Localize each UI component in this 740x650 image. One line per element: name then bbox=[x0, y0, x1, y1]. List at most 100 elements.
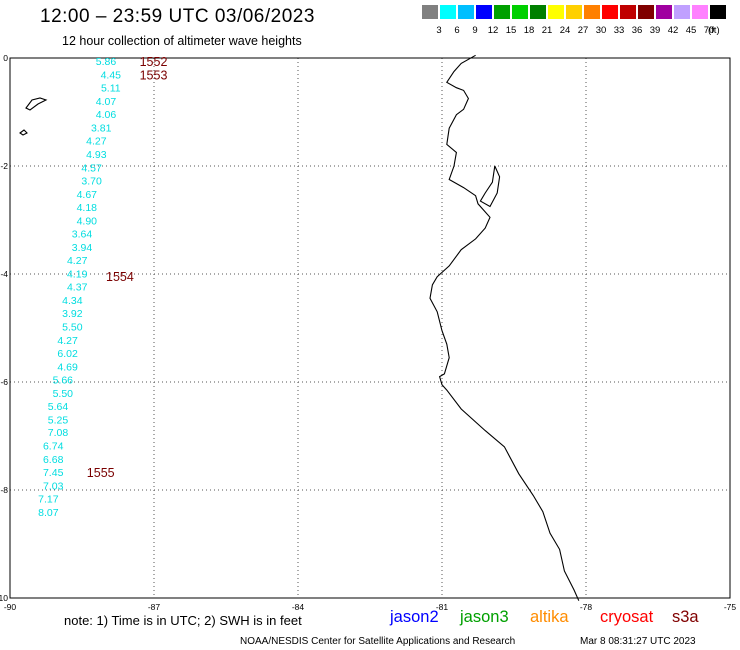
satellite-s3a: s3a bbox=[672, 608, 699, 626]
y-tick-label: -8 bbox=[0, 485, 8, 495]
legend-level: 42 bbox=[667, 25, 679, 36]
wave-height-label: 4.27 bbox=[57, 335, 78, 347]
legend-level: 3 bbox=[436, 25, 442, 36]
satellite-altika: altika bbox=[530, 608, 569, 626]
y-tick-label: -6 bbox=[0, 377, 8, 387]
x-tick-label: -81 bbox=[436, 602, 449, 610]
legend-level: 9 bbox=[472, 25, 478, 36]
legend-swatch bbox=[566, 5, 582, 19]
legend-level: 70 bbox=[703, 25, 715, 36]
legend-swatch bbox=[530, 5, 546, 19]
generation-date: Mar 8 08:31:27 UTC 2023 bbox=[580, 636, 696, 647]
map-subtitle: 12 hour collection of altimeter wave hei… bbox=[62, 34, 302, 48]
wave-height-label: 5.25 bbox=[48, 414, 69, 426]
legend-level: 27 bbox=[577, 25, 589, 36]
legend-swatch bbox=[584, 5, 600, 19]
x-tick-label: -87 bbox=[148, 602, 161, 610]
legend-level: 15 bbox=[505, 25, 517, 36]
wave-height-label: 8.07 bbox=[38, 507, 59, 519]
wave-height-label: 5.11 bbox=[101, 83, 121, 95]
wave-height-label: 4.90 bbox=[77, 216, 98, 228]
south-america-coastline bbox=[429, 54, 580, 601]
map-title: 12:00 – 23:59 UTC 03/06/2023 bbox=[40, 6, 315, 27]
floreana-island bbox=[19, 129, 28, 136]
x-tick-label: -90 bbox=[4, 602, 17, 610]
wave-height-label: 4.69 bbox=[57, 361, 78, 373]
legend-swatch bbox=[476, 5, 492, 19]
wave-height-label: 4.34 bbox=[62, 295, 83, 307]
y-tick-label: -10 bbox=[0, 593, 8, 603]
legend-level: 12 bbox=[487, 25, 499, 36]
x-tick-label: -84 bbox=[292, 602, 305, 610]
legend-unit: (ft) bbox=[708, 25, 720, 36]
legend-level: 33 bbox=[613, 25, 625, 36]
wave-height-label: 4.19 bbox=[67, 268, 88, 280]
y-tick-label: -4 bbox=[0, 269, 8, 279]
legend-level: 24 bbox=[559, 25, 571, 36]
wave-height-label: 4.07 bbox=[96, 96, 117, 108]
wave-height-label: 7.03 bbox=[43, 481, 64, 493]
legend-level: 21 bbox=[541, 25, 553, 36]
legend-swatch bbox=[548, 5, 564, 19]
puna-island bbox=[479, 165, 501, 208]
legend-swatch bbox=[656, 5, 672, 19]
legend-level: 6 bbox=[454, 25, 460, 36]
wave-height-label: 3.94 bbox=[72, 242, 93, 254]
wave-height-label: 6.68 bbox=[43, 454, 64, 466]
isabela-island bbox=[25, 97, 48, 111]
pass-time-label: 1552 bbox=[140, 55, 168, 69]
wave-height-label: 4.67 bbox=[77, 189, 98, 201]
legend-swatch bbox=[440, 5, 456, 19]
legend-swatch bbox=[458, 5, 474, 19]
wave-height-label: 4.37 bbox=[67, 281, 88, 293]
map-frame bbox=[9, 57, 731, 599]
legend-swatch bbox=[494, 5, 510, 19]
legend-level: 30 bbox=[595, 25, 607, 36]
legend-swatch bbox=[620, 5, 636, 19]
wave-height-map: -90-87-84-81-78-750-2-4-6-8-10 5.864.455… bbox=[0, 53, 736, 610]
legend-level: 36 bbox=[631, 25, 643, 36]
satellite-cryosat: cryosat bbox=[600, 608, 654, 626]
wave-height-label: 4.06 bbox=[96, 109, 117, 121]
satellite-jason3: jason3 bbox=[460, 608, 509, 626]
legend-swatch bbox=[692, 5, 708, 19]
axis-ticks: -90 -87 -84 -81 -78 -75 0 -2 -4 -6 -8 -10 bbox=[0, 53, 736, 610]
legend-level: 18 bbox=[523, 25, 535, 36]
x-tick-label: -78 bbox=[580, 602, 593, 610]
wave-height-label: 5.50 bbox=[53, 388, 74, 400]
lat-lon-grid bbox=[10, 58, 730, 598]
wave-height-track: 5.864.455.114.074.063.814.274.934.573.70… bbox=[38, 56, 121, 519]
wave-height-label: 5.66 bbox=[53, 374, 74, 386]
wave-height-label: 4.45 bbox=[101, 70, 122, 82]
wave-height-label: 7.17 bbox=[38, 494, 59, 506]
legend-swatch bbox=[674, 5, 690, 19]
wave-height-label: 6.74 bbox=[43, 441, 64, 453]
footnote: note: 1) Time is in UTC; 2) SWH is in fe… bbox=[64, 613, 302, 628]
legend-level: 39 bbox=[649, 25, 661, 36]
legend-swatch bbox=[602, 5, 618, 19]
wave-height-label: 3.81 bbox=[91, 123, 112, 135]
wave-height-label: 4.57 bbox=[81, 163, 102, 175]
pass-time-label: 1554 bbox=[106, 270, 134, 284]
y-tick-label: -2 bbox=[0, 161, 8, 171]
x-tick-label: -75 bbox=[724, 602, 737, 610]
legend-swatch bbox=[512, 5, 528, 19]
wave-height-label: 3.70 bbox=[81, 176, 102, 188]
wave-height-label: 5.86 bbox=[96, 56, 117, 68]
coastline bbox=[19, 54, 580, 601]
legend-swatch bbox=[710, 5, 726, 19]
legend-swatch bbox=[422, 5, 438, 19]
wave-height-label: 7.08 bbox=[48, 427, 69, 439]
wave-height-label: 7.45 bbox=[43, 467, 64, 479]
pass-time-label: 1553 bbox=[140, 69, 168, 83]
wave-height-label: 4.27 bbox=[67, 255, 88, 267]
wave-height-label: 4.93 bbox=[86, 149, 107, 161]
wave-height-label: 3.92 bbox=[62, 308, 83, 320]
wave-height-label: 4.27 bbox=[86, 136, 107, 148]
satellite-jason2: jason2 bbox=[390, 608, 439, 626]
wave-height-label: 3.64 bbox=[72, 229, 93, 241]
legend-level: 45 bbox=[685, 25, 697, 36]
wave-height-label: 5.64 bbox=[48, 401, 69, 413]
legend-swatch bbox=[638, 5, 654, 19]
